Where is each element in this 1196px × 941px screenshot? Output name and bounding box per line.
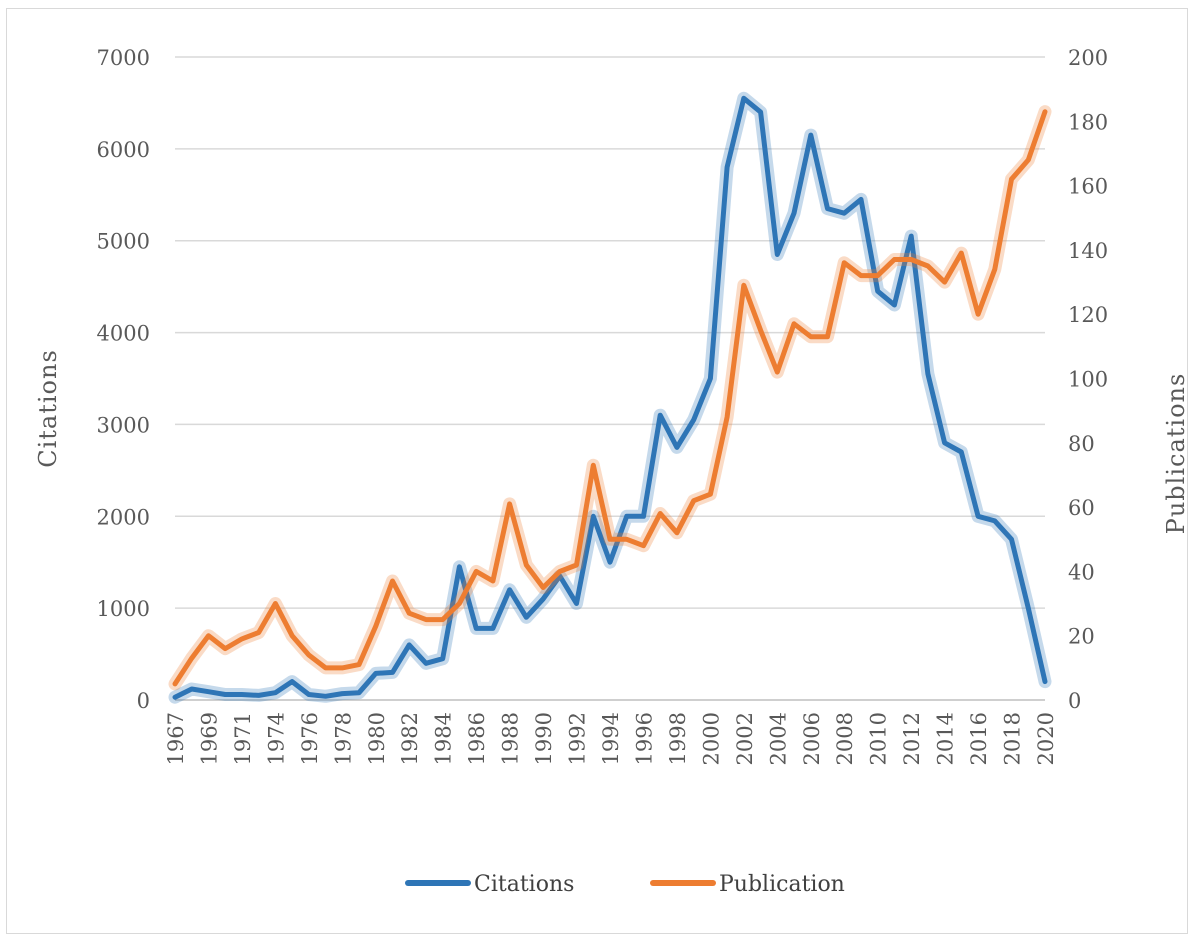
- x-tick-label: 2016: [967, 712, 991, 765]
- y2-tick-label: 200: [1068, 46, 1108, 70]
- y-tick-label: 7000: [97, 46, 150, 70]
- y-tick-label: 6000: [97, 138, 150, 162]
- x-tick-label: 2002: [733, 712, 757, 765]
- publication-line-glow: [168, 105, 1052, 691]
- x-tick-label: 2020: [1034, 712, 1058, 765]
- x-tick-label: 1992: [566, 712, 590, 765]
- y2-axis-title: Publications: [1162, 373, 1190, 535]
- y2-tick-label: 20: [1068, 625, 1095, 649]
- y-tick-label: 2000: [97, 505, 150, 529]
- x-tick-label: 1984: [432, 712, 456, 765]
- y-axis-title: Citations: [34, 349, 62, 468]
- x-tick-label: 2010: [867, 712, 891, 765]
- y2-tick-label: 80: [1068, 432, 1095, 456]
- x-tick-label: 2004: [766, 712, 790, 765]
- x-tick-label: 2012: [900, 712, 924, 765]
- x-tick-label: 1988: [499, 712, 523, 765]
- y2-tick-label: 160: [1068, 175, 1108, 199]
- x-tick-label: 1982: [398, 712, 422, 765]
- x-tick-label: 2014: [934, 712, 958, 765]
- x-tick-label: 1998: [666, 712, 690, 765]
- x-tick-label: 1971: [231, 712, 255, 765]
- citations-line-glow: [168, 91, 1052, 704]
- y2-tick-label: 140: [1068, 239, 1108, 263]
- y2-tick-label: 100: [1068, 368, 1108, 392]
- x-tick-label: 2008: [833, 712, 857, 765]
- y2-tick-label: 180: [1068, 110, 1108, 134]
- x-tick-label: 2006: [800, 712, 824, 765]
- y-tick-label: 3000: [97, 413, 150, 437]
- x-tick-label: 1976: [298, 712, 322, 765]
- citations-line: [172, 95, 1048, 700]
- x-tick-label: 2018: [1001, 712, 1025, 765]
- y-tick-label: 1000: [97, 597, 150, 621]
- x-tick-label: 1990: [532, 712, 556, 765]
- y2-tick-label: 120: [1068, 303, 1108, 327]
- x-tick-label: 1996: [632, 712, 656, 765]
- publication-line: [172, 109, 1048, 687]
- y-tick-label: 0: [137, 689, 150, 713]
- legend-label-citations: Citations: [474, 872, 574, 897]
- y-tick-label: 4000: [97, 322, 150, 346]
- x-tick-label: 1978: [331, 712, 355, 765]
- x-tick-label: 2000: [699, 712, 723, 765]
- x-tick-label: 1974: [264, 712, 288, 765]
- x-tick-label: 1967: [164, 712, 188, 765]
- legend-label-publication: Publication: [719, 872, 845, 897]
- x-tick-label: 1980: [365, 712, 389, 765]
- y2-tick-label: 40: [1068, 560, 1095, 584]
- x-tick-label: 1969: [197, 712, 221, 765]
- x-tick-label: 1994: [599, 712, 623, 765]
- x-tick-label: 1986: [465, 712, 489, 765]
- y2-tick-label: 0: [1068, 689, 1081, 713]
- y2-tick-label: 60: [1068, 496, 1095, 520]
- y-tick-label: 5000: [97, 230, 150, 254]
